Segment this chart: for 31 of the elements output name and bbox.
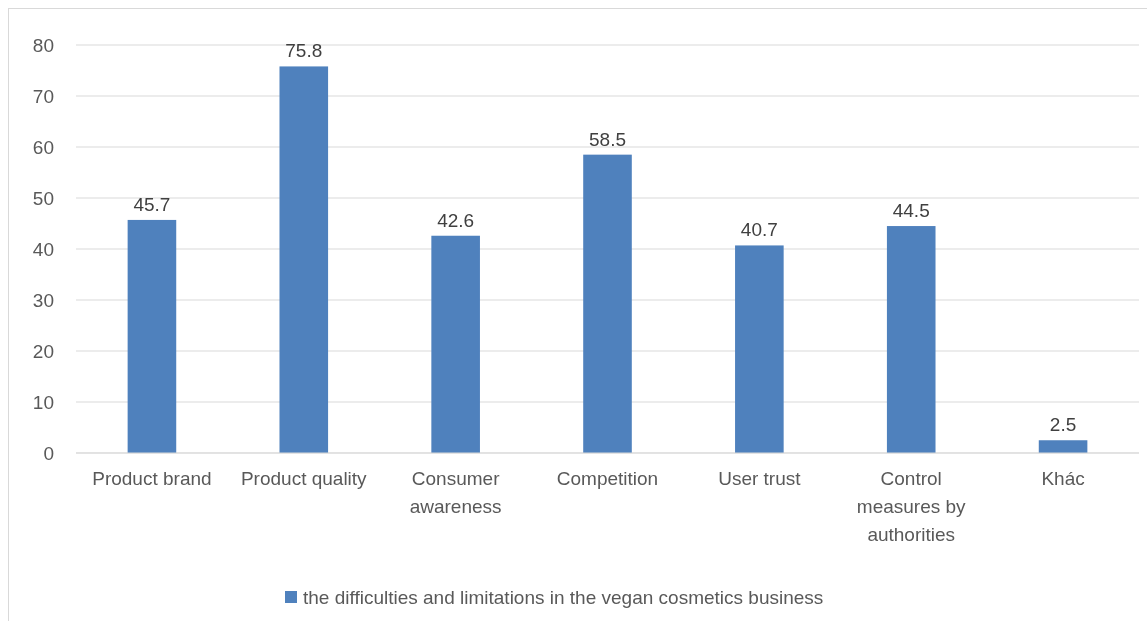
y-tick-label: 50 — [32, 187, 54, 209]
x-tick-label: Control measures by authorities — [856, 468, 967, 545]
bar — [1038, 440, 1088, 453]
y-tick-label: 30 — [32, 289, 54, 311]
x-tick-label: Product quality — [240, 468, 368, 489]
y-tick-label: 40 — [32, 238, 54, 260]
x-tick-label: Consumer awareness — [409, 468, 502, 517]
bar — [886, 226, 936, 453]
data-label: 2.5 — [1049, 414, 1077, 436]
x-tick-label: Product brand — [92, 468, 212, 489]
y-tick-label: 10 — [32, 391, 54, 413]
y-tick-label: 80 — [32, 34, 54, 56]
data-label: 45.7 — [133, 193, 171, 215]
data-label: 42.6 — [437, 209, 475, 231]
legend-label: the difficulties and limitations in the vegan cosmetics business — [303, 586, 824, 608]
x-tick-label: Khác — [1041, 468, 1085, 489]
y-tick-label: 70 — [32, 85, 54, 107]
bar — [735, 245, 784, 453]
y-tick-label: 60 — [32, 136, 54, 158]
data-label: 75.8 — [285, 40, 323, 62]
bar — [431, 235, 480, 453]
y-tick-label: 0 — [43, 442, 54, 464]
data-label: 44.5 — [892, 200, 930, 222]
data-label: 40.7 — [740, 219, 778, 241]
y-tick-label: 20 — [32, 340, 54, 362]
x-tick-label: User trust — [718, 468, 802, 489]
x-tick-label: Competition — [556, 468, 659, 489]
data-label: 58.5 — [589, 128, 626, 150]
bar — [279, 66, 329, 453]
bar — [583, 154, 632, 453]
bar — [127, 219, 177, 453]
